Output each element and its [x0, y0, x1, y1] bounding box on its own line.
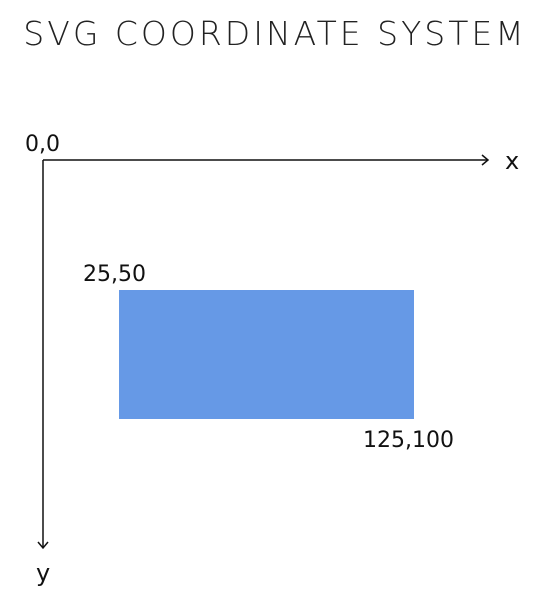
- origin-label: 0,0: [25, 132, 60, 157]
- y-axis-label: y: [36, 559, 51, 587]
- diagram-title: SVG COORDINATE SYSTEM: [23, 14, 527, 53]
- x-axis-arrowhead: [481, 154, 490, 166]
- rect-top-left-label: 25,50: [83, 262, 146, 287]
- rect-bottom-right-label: 125,100: [363, 428, 454, 453]
- x-axis-label: x: [505, 147, 520, 175]
- y-axis-arrowhead: [37, 541, 49, 550]
- demo-rectangle: [119, 290, 414, 419]
